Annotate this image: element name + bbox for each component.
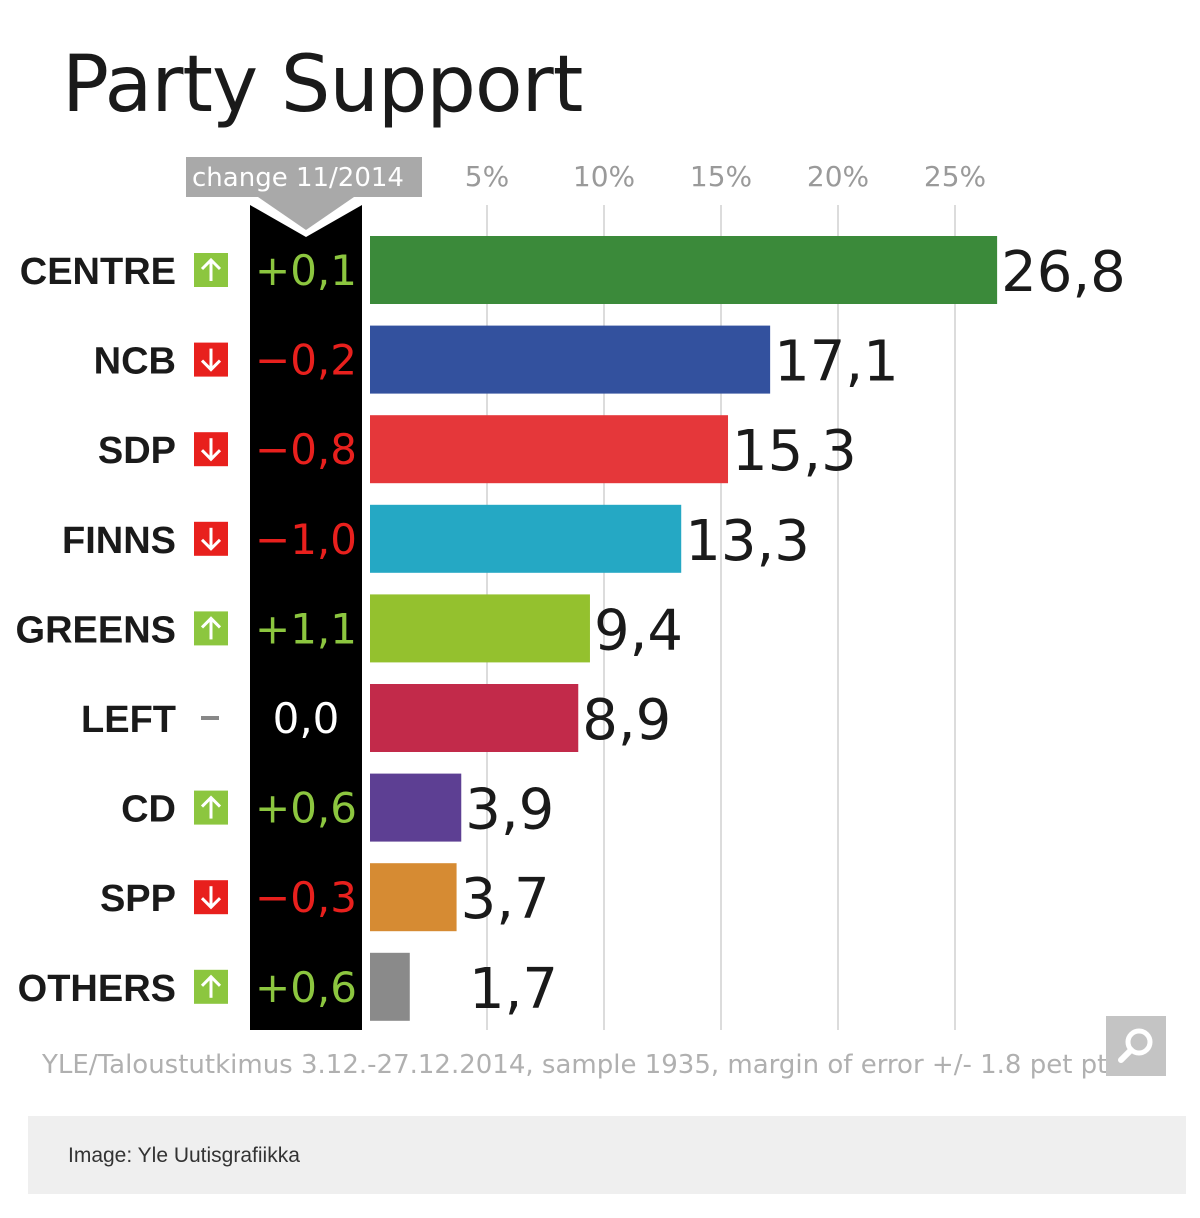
bar [370, 415, 729, 484]
zoom-button[interactable] [1106, 1016, 1166, 1076]
party-label: SDP [98, 430, 176, 472]
value-label: 26,8 [1001, 240, 1126, 305]
arrow-down-icon [194, 521, 228, 556]
image-caption: Image: Yle Uutisgrafiikka [68, 1144, 300, 1167]
change-value: −0,2 [255, 336, 357, 385]
arrow-down-icon [194, 342, 228, 377]
change-value: +0,6 [255, 963, 357, 1012]
arrow-up-icon [194, 969, 228, 1004]
party-label: SPP [100, 878, 176, 920]
value-label: 3,7 [461, 867, 550, 932]
change-value: +1,1 [255, 604, 357, 653]
change-value: −0,8 [255, 425, 357, 474]
party-row: SDP −0,8 15,3 [98, 415, 857, 484]
bar [370, 952, 410, 1021]
party-row: SPP −0,3 3,7 [100, 863, 550, 932]
x-tick-label: 25% [924, 160, 986, 193]
bar [370, 594, 590, 663]
value-label: 1,7 [469, 957, 558, 1022]
bar-rows: CENTRE +0,1 26,8 NCB −0,2 17,1 SDP −0,8 15,3 FINN… [16, 236, 1126, 1022]
party-row: OTHERS +0,6 1,7 [18, 952, 558, 1022]
x-tick-label: 5% [465, 160, 509, 193]
arrow-down-icon [194, 880, 228, 915]
value-label: 9,4 [594, 598, 683, 663]
bar [370, 325, 771, 394]
value-label: 8,9 [582, 688, 671, 753]
change-value: −1,0 [255, 515, 357, 564]
x-tick-label: 10% [573, 160, 635, 193]
x-axis-ticks: 5% 10% 15% 20% 25% [465, 160, 986, 193]
arrow-up-icon [194, 253, 228, 287]
change-header-pointer [258, 197, 354, 230]
value-label: 17,1 [774, 330, 899, 395]
party-label: GREENS [16, 609, 176, 651]
bar [370, 504, 682, 573]
chart-title: Party Support [62, 40, 583, 130]
bar-chart: 5% 10% 15% 20% 25% change 11/2014 CENTRE +0,1… [16, 157, 1126, 1030]
arrow-down-icon [194, 432, 228, 467]
party-label: OTHERS [18, 968, 176, 1010]
change-value: 0,0 [273, 694, 340, 743]
party-row: FINNS −1,0 13,3 [62, 504, 810, 574]
party-label: NCB [94, 341, 176, 383]
change-header-label: change 11/2014 [192, 163, 404, 193]
party-row: NCB −0,2 17,1 [94, 325, 899, 395]
bar [370, 684, 579, 752]
party-label: LEFT [81, 699, 176, 741]
change-value: +0,6 [255, 784, 357, 833]
change-header-box [186, 157, 422, 197]
x-tick-label: 20% [807, 160, 869, 193]
value-label: 3,9 [465, 778, 554, 843]
change-value: +0,1 [255, 246, 357, 295]
change-value: −0,3 [255, 873, 357, 922]
arrow-up-icon [194, 611, 228, 646]
caption-bar: Image: Yle Uutisgrafiikka [28, 1116, 1186, 1194]
party-label: FINNS [62, 520, 176, 562]
value-label: 13,3 [685, 509, 810, 574]
party-row: CENTRE +0,1 26,8 [20, 236, 1126, 305]
party-row: CD +0,6 3,9 [121, 773, 554, 843]
bar [370, 773, 462, 842]
change-column-background [250, 205, 362, 1030]
x-tick-label: 15% [690, 160, 752, 193]
arrow-up-icon [194, 790, 228, 825]
party-row: GREENS +1,1 9,4 [16, 594, 683, 663]
bar [370, 236, 998, 304]
bar [370, 863, 457, 932]
no-change-icon [201, 716, 219, 720]
party-label: CD [121, 789, 176, 831]
magnifier-icon [1118, 1028, 1153, 1063]
party-row: LEFT 0,0 8,9 [81, 684, 671, 753]
party-label: CENTRE [20, 251, 176, 293]
source-note: YLE/Taloustutkimus 3.12.-27.12.2014, sam… [42, 1050, 1130, 1080]
change-header: change 11/2014 [186, 157, 422, 230]
value-label: 15,3 [732, 419, 857, 484]
